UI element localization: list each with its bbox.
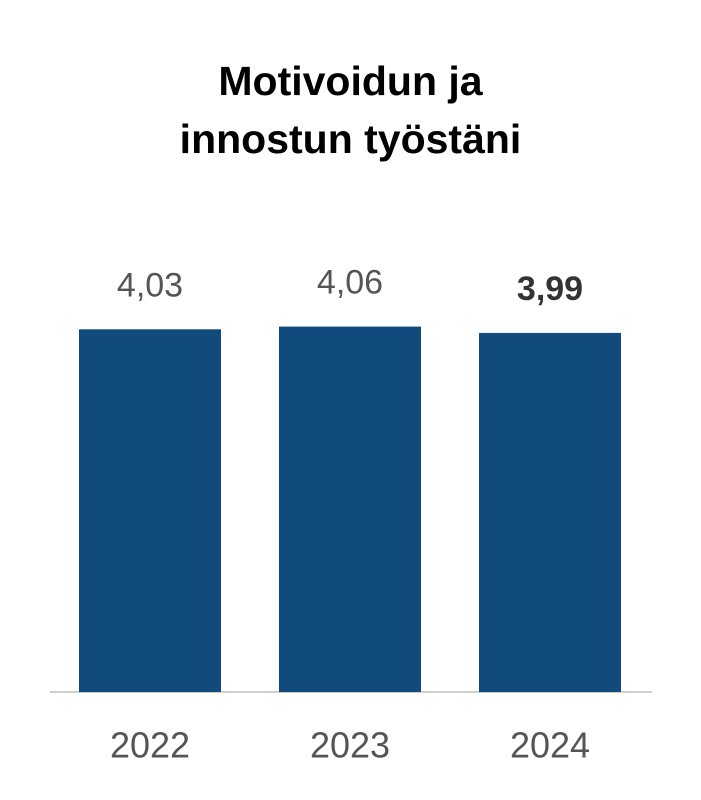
x-tick-label: 2024 [510, 725, 590, 766]
value-label: 3,99 [517, 270, 583, 308]
value-label: 4,03 [117, 266, 183, 304]
bar [479, 332, 621, 692]
value-label: 4,06 [317, 264, 383, 302]
bar [79, 329, 221, 692]
x-tick-label: 2023 [310, 725, 390, 766]
x-tick-label: 2022 [110, 725, 190, 766]
chart-title: Motivoidun ja innostun työstäni [179, 58, 522, 162]
bar [279, 326, 421, 692]
